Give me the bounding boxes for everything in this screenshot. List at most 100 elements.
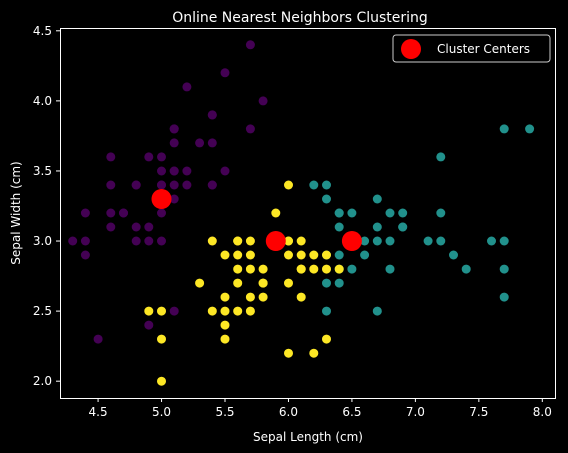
y-tick-label: 4.5 <box>33 24 52 38</box>
y-tick-label: 3.5 <box>33 164 52 178</box>
scatter-point-cluster-0 <box>157 166 166 176</box>
scatter-point-cluster-2 <box>233 264 243 274</box>
legend: Cluster Centers <box>392 34 551 63</box>
scatter-point-cluster-0 <box>144 236 154 246</box>
scatter-point-cluster-0 <box>131 222 141 232</box>
scatter-point-cluster-2 <box>220 320 230 330</box>
scatter-point-cluster-2 <box>309 348 319 358</box>
scatter-point-cluster-1 <box>499 292 509 302</box>
scatter-point-cluster-2 <box>245 306 255 316</box>
scatter-point-cluster-1 <box>398 208 408 218</box>
scatter-point-cluster-1 <box>334 208 344 218</box>
scatter-point-cluster-2 <box>144 306 154 316</box>
scatter-point-cluster-2 <box>157 376 166 386</box>
scatter-point-cluster-2 <box>220 250 230 260</box>
cluster-center-2 <box>341 231 362 251</box>
scatter-point-cluster-0 <box>131 236 141 246</box>
scatter-point-cluster-2 <box>245 292 255 302</box>
scatter-point-cluster-2 <box>245 250 255 260</box>
scatter-point-cluster-1 <box>436 236 446 246</box>
scatter-point-cluster-2 <box>284 278 293 288</box>
scatter-point-cluster-2 <box>334 264 344 274</box>
scatter-point-cluster-1 <box>334 222 344 232</box>
scatter-point-cluster-2 <box>284 180 293 190</box>
scatter-point-cluster-0 <box>182 82 192 92</box>
scatter-point-cluster-0 <box>245 40 255 50</box>
scatter-point-cluster-1 <box>385 264 395 274</box>
scatter-point-cluster-2 <box>284 250 293 260</box>
y-axis-label: Sepal Width (cm) <box>9 161 23 264</box>
scatter-point-cluster-1 <box>372 222 382 232</box>
scatter-point-cluster-2 <box>258 264 268 274</box>
scatter-point-cluster-2 <box>284 236 293 246</box>
scatter-point-cluster-1 <box>334 250 344 260</box>
scatter-point-cluster-1 <box>398 222 408 232</box>
x-tick-label: 4.5 <box>89 405 108 419</box>
scatter-point-cluster-0 <box>68 236 78 246</box>
scatter-point-cluster-1 <box>423 236 433 246</box>
x-tick-label: 6.0 <box>279 405 298 419</box>
scatter-point-cluster-0 <box>182 180 192 190</box>
scatter-point-cluster-0 <box>93 334 103 344</box>
scatter-point-cluster-0 <box>80 236 90 246</box>
scatter-point-cluster-2 <box>233 306 243 316</box>
legend-box <box>392 34 551 63</box>
x-tick-label: 8.0 <box>533 405 552 419</box>
legend-entry-cluster-centers: Cluster Centers <box>437 42 530 56</box>
x-tick-label: 5.0 <box>152 405 171 419</box>
scatter-point-cluster-0 <box>195 138 205 148</box>
scatter-point-cluster-2 <box>195 278 205 288</box>
scatter-point-cluster-1 <box>347 208 357 218</box>
scatter-point-cluster-2 <box>245 264 255 274</box>
scatter-point-cluster-0 <box>157 236 166 246</box>
scatter-point-cluster-1 <box>487 236 496 246</box>
scatter-point-cluster-0 <box>207 180 217 190</box>
scatter-point-cluster-0 <box>220 166 230 176</box>
scatter-point-cluster-1 <box>322 306 331 316</box>
scatter-point-cluster-1 <box>322 180 331 190</box>
scatter-point-cluster-1 <box>322 278 331 288</box>
scatter-point-cluster-1 <box>436 152 446 162</box>
y-tick-label: 2.0 <box>33 374 52 388</box>
cluster-centers <box>151 189 362 251</box>
x-axis-ticks: 4.5 5.0 5.5 6.0 6.5 7.0 7.5 8.0 <box>89 398 552 419</box>
scatter-point-cluster-2 <box>258 278 268 288</box>
scatter-point-cluster-1 <box>461 264 471 274</box>
scatter-point-cluster-2 <box>296 236 306 246</box>
scatter-point-cluster-2 <box>220 306 230 316</box>
scatter-point-cluster-1 <box>347 264 357 274</box>
y-axis-ticks: 2.0 2.5 3.0 3.5 4.0 4.5 <box>33 24 60 388</box>
scatter-point-cluster-2 <box>233 278 243 288</box>
scatter-point-cluster-1 <box>499 264 509 274</box>
scatter-point-cluster-2 <box>233 250 243 260</box>
x-tick-label: 7.5 <box>469 405 488 419</box>
scatter-point-cluster-0 <box>258 96 268 106</box>
scatter-point-cluster-0 <box>220 68 230 78</box>
scatter-point-cluster-1 <box>385 236 395 246</box>
scatter-point-cluster-0 <box>245 124 255 134</box>
scatter-point-cluster-0 <box>119 208 128 218</box>
scatter-point-cluster-0 <box>144 222 154 232</box>
scatter-point-cluster-0 <box>207 138 217 148</box>
scatter-point-cluster-0 <box>144 152 154 162</box>
scatter-point-cluster-2 <box>322 250 331 260</box>
axes-frame <box>60 28 556 399</box>
scatter-point-cluster-0 <box>169 180 179 190</box>
scatter-point-cluster-0 <box>169 138 179 148</box>
scatter-point-cluster-2 <box>157 306 166 316</box>
x-tick-label: 5.5 <box>215 405 234 419</box>
scatter-point-cluster-0 <box>157 208 166 218</box>
scatter-point-cluster-0 <box>80 208 90 218</box>
scatter-point-cluster-1 <box>372 194 382 204</box>
scatter-point-cluster-2 <box>245 236 255 246</box>
chart-title: Online Nearest Neighbors Clustering <box>172 10 428 26</box>
scatter-point-cluster-2 <box>220 334 230 344</box>
scatter-point-cluster-0 <box>144 320 154 330</box>
scatter-point-cluster-2 <box>309 264 319 274</box>
scatter-point-cluster-1 <box>372 236 382 246</box>
scatter-point-cluster-1 <box>334 278 344 288</box>
scatter-point-cluster-0 <box>182 166 192 176</box>
scatter-point-cluster-0 <box>106 222 116 232</box>
scatter-point-cluster-1 <box>499 124 509 134</box>
scatter-point-cluster-1 <box>360 236 370 246</box>
